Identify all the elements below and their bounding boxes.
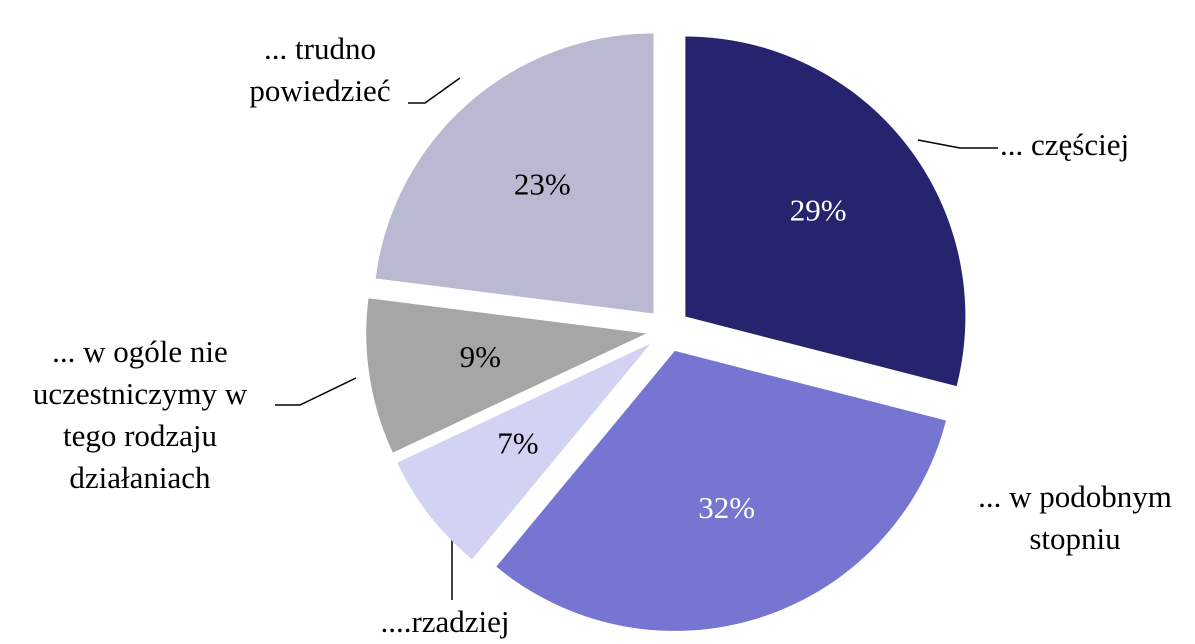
category-label: ... w podobnym stopniu (978, 479, 1172, 556)
pie-slice (397, 343, 651, 560)
value-label: 23% (514, 167, 571, 202)
category-label: ... częściej (1000, 127, 1129, 162)
value-label: 32% (698, 490, 755, 525)
value-label: 7% (497, 426, 538, 461)
category-label: ... trudno powiedzieć (249, 31, 390, 108)
pie-slice (685, 36, 966, 387)
leader-line (408, 77, 461, 104)
leader-line (275, 377, 357, 406)
value-label: 9% (460, 339, 501, 374)
leader-line (917, 139, 998, 149)
pie-slice (496, 350, 947, 631)
pie-slice (375, 33, 654, 314)
value-label: 29% (790, 193, 847, 228)
category-label: ... w ogóle nie uczestniczymy w tego rodza… (33, 334, 248, 495)
category-label: ....rzadziej (380, 604, 509, 639)
pie-slice (366, 298, 647, 453)
